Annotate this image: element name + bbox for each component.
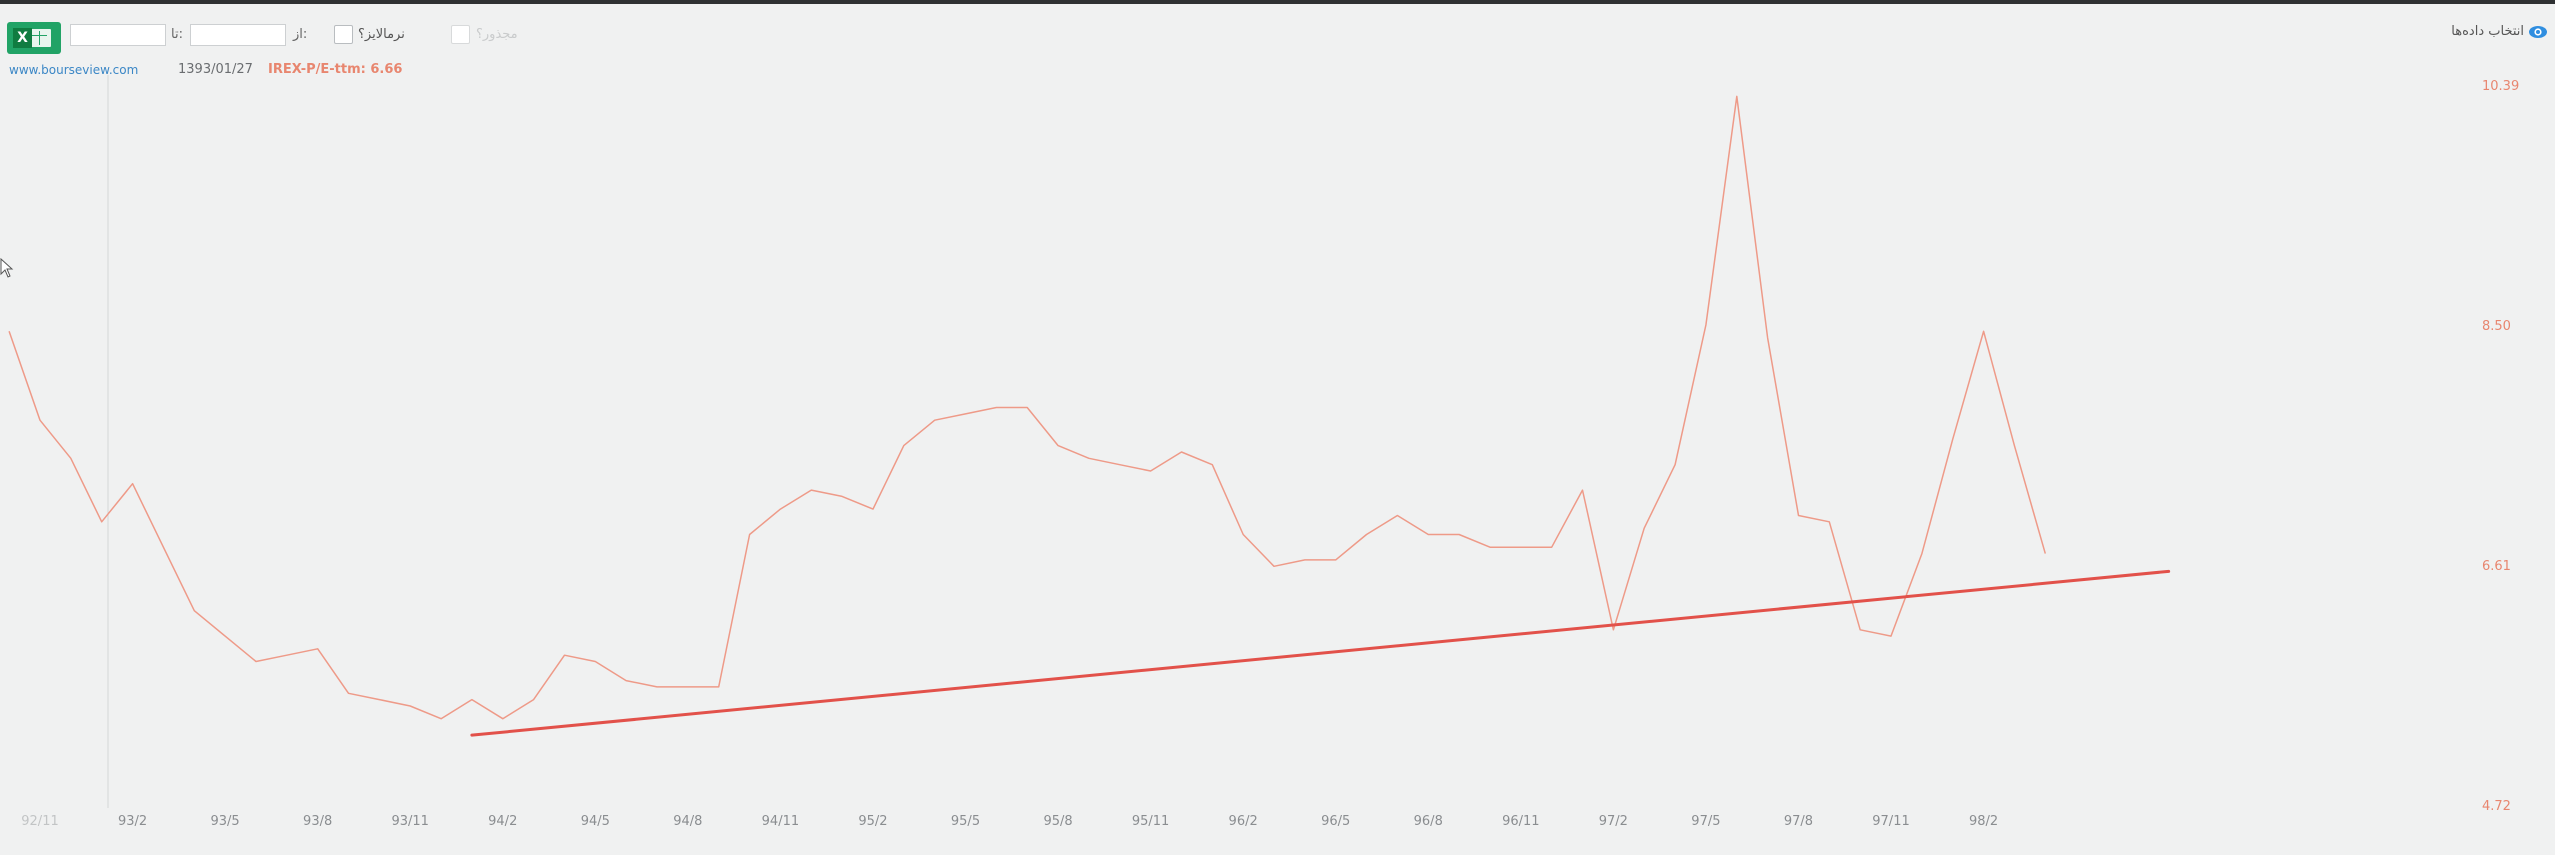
x-tick-label: 93/5 xyxy=(210,814,239,829)
trend-line xyxy=(470,569,2171,737)
to-date-label: تا: xyxy=(171,27,183,42)
normalize-checkbox[interactable] xyxy=(334,25,353,44)
x-tick-label: 94/2 xyxy=(488,814,517,829)
x-tick-label: 94/11 xyxy=(762,814,799,829)
x-tick-label: 97/5 xyxy=(1691,814,1720,829)
excel-export-button[interactable]: X xyxy=(7,22,61,54)
series-line xyxy=(8,95,2047,720)
from-date-label: از: xyxy=(293,27,308,42)
x-tick-label: 92/11 xyxy=(21,814,58,829)
select-data-label: انتخاب داده‌ها xyxy=(2451,24,2524,39)
x-tick-label: 93/2 xyxy=(118,814,147,829)
hover-date: 1393/01/27 xyxy=(178,62,253,77)
sqrt-label: مجذور؟ xyxy=(476,27,518,42)
y-tick-label: 4.72 xyxy=(2482,799,2511,814)
window-top-bar xyxy=(0,0,2555,4)
y-tick-label: 6.61 xyxy=(2482,559,2511,574)
eye-icon xyxy=(2529,26,2547,38)
x-tick-label: 95/11 xyxy=(1132,814,1169,829)
x-tick-label: 96/11 xyxy=(1502,814,1539,829)
sqrt-checkbox[interactable] xyxy=(451,25,470,44)
bourseview-link[interactable]: www.bourseview.com xyxy=(9,63,139,77)
y-tick-label: 8.50 xyxy=(2482,319,2511,334)
to-date-input[interactable] xyxy=(70,24,166,46)
x-tick-label: 97/2 xyxy=(1599,814,1628,829)
x-tick-label: 95/8 xyxy=(1043,814,1072,829)
y-tick-label: 10.39 xyxy=(2482,79,2519,94)
x-tick-label: 94/8 xyxy=(673,814,702,829)
hover-series-value: IREX-P/E-ttm: 6.66 xyxy=(268,62,403,77)
x-tick-label: 96/5 xyxy=(1321,814,1350,829)
x-tick-label: 97/11 xyxy=(1872,814,1909,829)
x-tick-label: 96/8 xyxy=(1414,814,1443,829)
x-tick-label: 95/2 xyxy=(858,814,887,829)
x-tick-label: 96/2 xyxy=(1229,814,1258,829)
x-tick-label: 94/5 xyxy=(581,814,610,829)
x-tick-label: 97/8 xyxy=(1784,814,1813,829)
mouse-cursor-icon xyxy=(0,258,14,278)
x-tick-label: 95/5 xyxy=(951,814,980,829)
excel-x-icon: X xyxy=(13,28,32,48)
x-tick-label: 93/11 xyxy=(391,814,428,829)
footer-strip xyxy=(0,855,2555,868)
normalize-label: نرمالایز؟ xyxy=(358,27,405,42)
x-tick-label: 93/8 xyxy=(303,814,332,829)
x-tick-label: 98/2 xyxy=(1969,814,1998,829)
from-date-input[interactable] xyxy=(190,24,286,46)
